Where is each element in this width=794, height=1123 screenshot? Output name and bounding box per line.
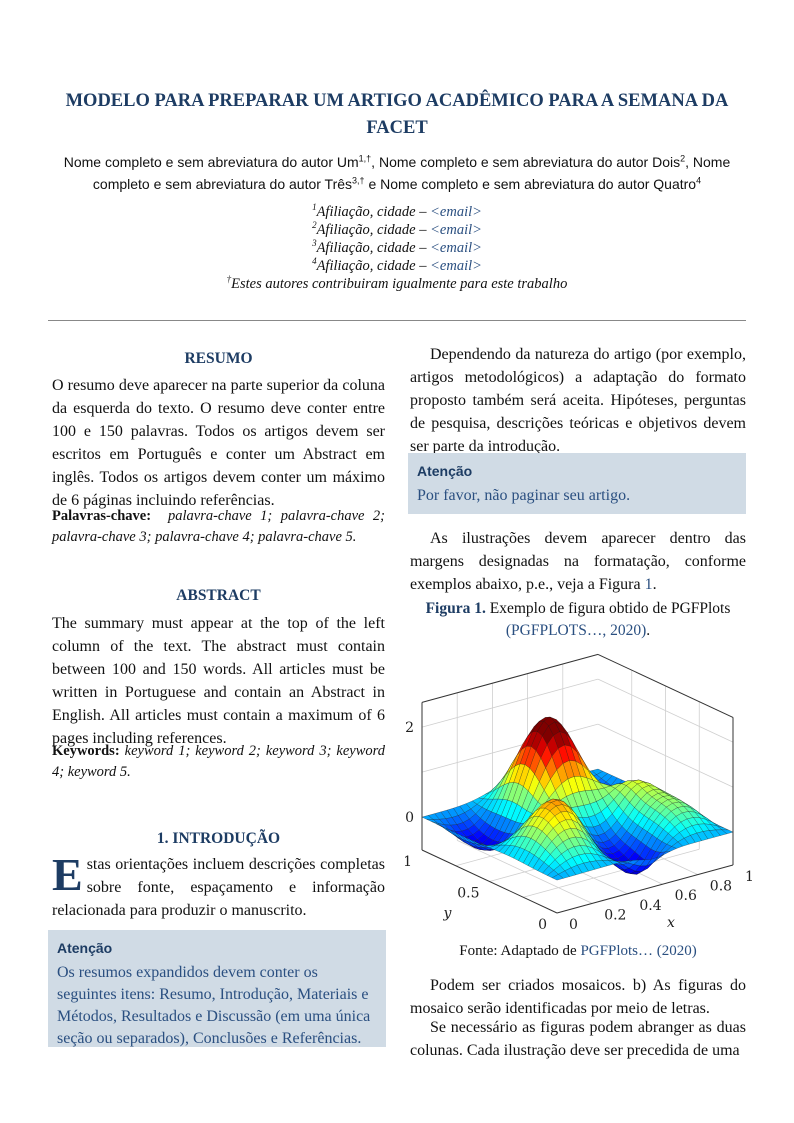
author-sup: 2 — [680, 153, 686, 164]
affiliation-text: Afiliação, cidade – — [316, 204, 431, 220]
author: Nome completo e sem abreviatura do autor… — [64, 154, 379, 170]
resumo-body: O resumo deve aparecer na parte superior… — [52, 377, 385, 509]
affiliation-sup: 3 — [312, 238, 317, 249]
affiliation-text: Afiliação, cidade – — [316, 240, 431, 256]
right-paragraph-1: Dependendo da natureza do artigo (por ex… — [410, 346, 746, 455]
grid-line — [421, 678, 599, 728]
figure-ref-link[interactable]: 1 — [644, 576, 653, 593]
axis-line — [421, 849, 558, 914]
author: Nome completo e sem abreviatura do autor… — [379, 154, 693, 170]
callout-title: Atenção — [57, 940, 113, 956]
figure-label: Figura 1. — [425, 600, 486, 617]
x-axis-label: x — [667, 915, 675, 931]
z-tick-label: 0 — [405, 810, 414, 826]
email-link[interactable]: <email> — [430, 222, 482, 238]
y-tick-label: 1 — [405, 854, 412, 870]
y-tick-label: 0 — [538, 917, 547, 933]
right-paragraph-3: Podem ser criados mosaicos. b) As figura… — [410, 977, 746, 1017]
y-axis-label: y — [443, 906, 453, 922]
affiliation: 4Afiliação, cidade – <email> — [48, 257, 746, 275]
callout-body: Os resumos expandidos devem conter os se… — [57, 964, 371, 1047]
affiliation-text: Afiliação, cidade – — [316, 222, 431, 238]
right-paragraph-2: As ilustrações devem aparecer dentro das… — [410, 527, 746, 596]
surface-plot: 0 2 0 0.5 1 0 0.2 0.4 0.6 0.8 1 x y — [405, 653, 754, 933]
affiliation: 2Afiliação, cidade – <email> — [48, 221, 746, 239]
keywords-label: Palavras-chave: — [52, 508, 152, 524]
email-link[interactable]: <email> — [430, 204, 482, 220]
grid-line — [597, 723, 734, 788]
author: Nome completo e sem abreviatura do autor… — [93, 154, 730, 192]
author-sup: 3,† — [352, 175, 365, 186]
axis-line — [597, 653, 734, 718]
caption-end: . — [646, 622, 651, 639]
paragraph-text: As ilustrações devem aparecer dentro das… — [410, 530, 746, 593]
y-tick-label: 0.5 — [457, 886, 479, 902]
author-sup: 1,† — [358, 153, 372, 164]
paper-title: MODELO PARA PREPARAR UM ARTIGO ACADÊMICO… — [65, 91, 729, 138]
author-name: Nome completo e sem abreviatura do autor… — [380, 176, 697, 192]
author-name: Nome completo e sem abreviatura do autor… — [378, 154, 681, 170]
keywords-label: Keywords: — [52, 743, 120, 759]
abstract-keywords: Keywords: keyword 1; keyword 2; keyword … — [52, 741, 385, 783]
caption-text: Exemplo de figura obtido de PGFPlots — [489, 600, 731, 617]
author-name: Nome completo e sem abreviatura do autor… — [92, 154, 731, 192]
grid-line — [421, 723, 599, 773]
author-sup: 4 — [696, 175, 702, 186]
affiliation-sup: 4 — [312, 256, 317, 267]
x-tick-label: 0.8 — [710, 879, 732, 895]
x-tick-label: 0.4 — [639, 898, 661, 914]
affiliation: 1Afiliação, cidade – <email> — [48, 203, 746, 221]
figure-source: Fonte: Adaptado de PGFPlots… (2020) — [410, 940, 746, 962]
email-link[interactable]: <email> — [430, 258, 482, 274]
author-sep: e — [364, 176, 381, 192]
x-tick-label: 1 — [745, 869, 754, 885]
grid-line — [597, 678, 734, 743]
author: Nome completo e sem abreviatura do autor… — [380, 176, 701, 192]
dagger-sup: † — [226, 274, 232, 285]
keywords-text: palavra-chave 1; palavra-chave 2; palavr… — [52, 508, 385, 545]
x-tick-label: 0.6 — [675, 888, 697, 904]
drop-cap: E — [52, 849, 83, 900]
intro-callout: Atenção Os resumos expandidos devem cont… — [48, 930, 386, 1047]
affiliation-text: Afiliação, cidade – — [316, 258, 431, 274]
affiliation: 3Afiliação, cidade – <email> — [48, 239, 746, 257]
callout-body: Por favor, não paginar seu artigo. — [417, 487, 631, 504]
intro-text: stas orientações incluem descrições comp… — [52, 856, 385, 919]
header-divider — [48, 320, 746, 321]
author-sep: , — [371, 154, 379, 170]
intro-heading: 1. INTRODUÇÃO — [156, 830, 281, 847]
source-citation-link[interactable]: PGFPlots… (2020) — [580, 943, 697, 959]
citation-link[interactable]: (PGFPLOTS…, 2020) — [505, 622, 647, 639]
author-list: Nome completo e sem abreviatura do autor… — [48, 151, 746, 195]
x-tick-label: 0.2 — [604, 907, 626, 923]
source-text: Fonte: Adaptado de — [459, 943, 581, 959]
email-link[interactable]: <email> — [430, 240, 482, 256]
page-callout: Atenção Por favor, não paginar seu artig… — [408, 453, 746, 514]
resumo-heading: RESUMO — [184, 350, 253, 367]
resumo-keywords: Palavras-chave: palavra-chave 1; palavra… — [52, 506, 385, 548]
paragraph-end: . — [652, 576, 657, 593]
axis-line — [421, 653, 599, 703]
affiliation-sup: 2 — [312, 220, 317, 231]
abstract-heading: ABSTRACT — [176, 587, 261, 604]
equal-contribution-text: Estes autores contribuiram igualmente pa… — [231, 276, 568, 292]
surface-patch — [551, 874, 564, 881]
author-name: Nome completo e sem abreviatura do autor… — [63, 154, 359, 170]
callout-title: Atenção — [417, 463, 473, 479]
abstract-body: The summary must appear at the top of th… — [52, 615, 385, 747]
axis-line — [556, 864, 734, 914]
affiliation-sup: 1 — [312, 202, 317, 213]
z-tick-label: 2 — [405, 720, 414, 736]
keywords-text: keyword 1; keyword 2; keyword 3; keyword… — [52, 743, 385, 780]
author-sep: , — [685, 154, 693, 170]
figure-caption: Figura 1. Exemplo de figura obtido de PG… — [410, 598, 746, 642]
x-tick-label: 0 — [569, 917, 578, 933]
grid-line — [523, 848, 700, 898]
right-paragraph-4: Se necessário as figuras podem abranger … — [410, 1019, 746, 1059]
affiliations: 1Afiliação, cidade – <email> 2Afiliação,… — [48, 203, 746, 293]
equal-contribution-note: †Estes autores contribuiram igualmente p… — [48, 275, 746, 293]
